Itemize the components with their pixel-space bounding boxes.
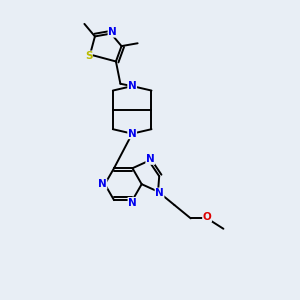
- Text: N: N: [128, 197, 137, 208]
- Text: N: N: [108, 27, 117, 37]
- Text: N: N: [128, 129, 136, 139]
- Text: N: N: [155, 188, 164, 198]
- Text: O: O: [203, 212, 212, 222]
- Text: S: S: [85, 51, 92, 61]
- Text: N: N: [128, 81, 136, 91]
- Text: N: N: [98, 179, 107, 189]
- Text: N: N: [146, 154, 155, 164]
